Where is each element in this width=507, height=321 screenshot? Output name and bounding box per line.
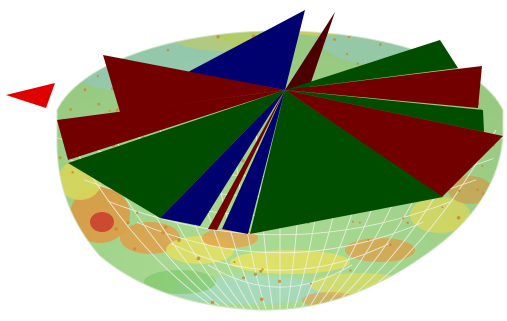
sample-dot <box>97 102 101 106</box>
sample-dot <box>477 13 480 16</box>
sample-dot <box>177 238 181 242</box>
sample-dot <box>346 52 349 56</box>
sample-dot <box>448 292 452 296</box>
sample-dot <box>69 108 72 111</box>
sample-dot <box>378 43 382 46</box>
sample-dot <box>133 247 137 251</box>
sample-dot <box>404 282 408 286</box>
sample-dot <box>241 276 246 280</box>
wedge-blue-bottom-right <box>222 90 285 234</box>
sample-dot <box>241 159 245 163</box>
wedge-green-left <box>68 90 285 218</box>
red-triangle-pointer-icon <box>6 83 55 108</box>
sample-dot <box>424 261 427 264</box>
sample-dot <box>309 282 312 285</box>
sample-dot <box>353 295 357 300</box>
sample-dot <box>498 17 500 19</box>
wedge-green-bottom <box>250 90 443 234</box>
sample-dot <box>494 207 497 210</box>
sample-dot <box>441 206 444 209</box>
sample-dot <box>95 60 99 64</box>
sample-dot <box>183 13 186 16</box>
sample-dot <box>388 243 392 247</box>
sample-dot <box>60 301 64 305</box>
sample-dot <box>476 188 479 191</box>
bowl-rim <box>56 30 504 311</box>
sample-dot <box>192 21 195 24</box>
sample-dot <box>406 221 409 225</box>
wedge-red-thin-bottom <box>208 90 285 230</box>
wedge-red-left-lower <box>57 90 285 160</box>
sample-dot <box>161 231 164 234</box>
sample-dot <box>259 297 264 302</box>
sample-dot <box>458 189 461 193</box>
sample-dot <box>114 227 118 231</box>
sample-dot <box>126 220 130 225</box>
sample-dot <box>60 195 63 198</box>
sample-dot <box>96 74 100 78</box>
sample-dot <box>111 277 115 281</box>
sample-dot <box>481 192 485 195</box>
sample-dot <box>493 199 498 204</box>
wedge-red-right-upper <box>285 66 482 108</box>
sample-dot <box>253 272 258 276</box>
sample-dot <box>210 300 215 305</box>
sample-dot <box>483 247 487 252</box>
sample-dot <box>259 269 263 273</box>
sample-dot <box>349 269 352 272</box>
sample-dot <box>454 43 458 47</box>
sample-dot <box>164 225 168 229</box>
sample-dot <box>351 220 354 223</box>
sample-dot <box>356 62 359 65</box>
wedge-red-right-lower <box>285 90 503 197</box>
sample-dot <box>456 216 461 220</box>
sample-dot <box>233 261 236 264</box>
sample-dot <box>71 171 74 174</box>
sample-dot <box>391 32 395 36</box>
sample-dot <box>484 276 488 279</box>
wedge-set <box>57 10 503 234</box>
wedge-blue-bottom-left <box>160 90 285 226</box>
sample-dot <box>93 285 97 289</box>
sample-dot <box>390 285 394 289</box>
sample-dot <box>66 244 69 248</box>
wedge-red-left-upper <box>103 55 285 112</box>
sample-dot <box>277 279 282 284</box>
wedge-green-right-top <box>285 40 458 90</box>
sample-dot <box>481 164 484 167</box>
sample-dot <box>333 38 336 41</box>
wedge-maroon-top <box>285 12 335 90</box>
wedge-blue-top <box>188 10 305 90</box>
sample-dot <box>132 13 136 17</box>
sample-dot <box>83 88 87 92</box>
sample-dot <box>474 249 478 253</box>
sample-dot <box>93 271 97 275</box>
sample-dot <box>484 285 488 290</box>
sample-dot <box>496 262 500 266</box>
sample-dot <box>95 33 98 36</box>
sample-dot <box>80 289 84 293</box>
sample-dot <box>117 16 120 19</box>
sample-dot <box>204 21 206 23</box>
sample-dot <box>166 48 170 52</box>
sample-dot <box>95 19 98 22</box>
sample-dot <box>367 238 370 241</box>
sample-dot <box>115 108 119 112</box>
sample-dot <box>196 256 201 261</box>
sample-dot <box>128 283 132 288</box>
sample-dot <box>166 28 169 31</box>
sample-dot <box>62 235 66 239</box>
sample-dot <box>402 217 405 220</box>
sample-dot <box>58 156 62 160</box>
sample-dot <box>216 35 220 39</box>
sample-dot <box>135 211 139 215</box>
sample-dot <box>261 268 264 271</box>
sample-dot <box>66 66 70 70</box>
sample-dot <box>358 221 361 224</box>
sample-dot <box>108 109 111 112</box>
